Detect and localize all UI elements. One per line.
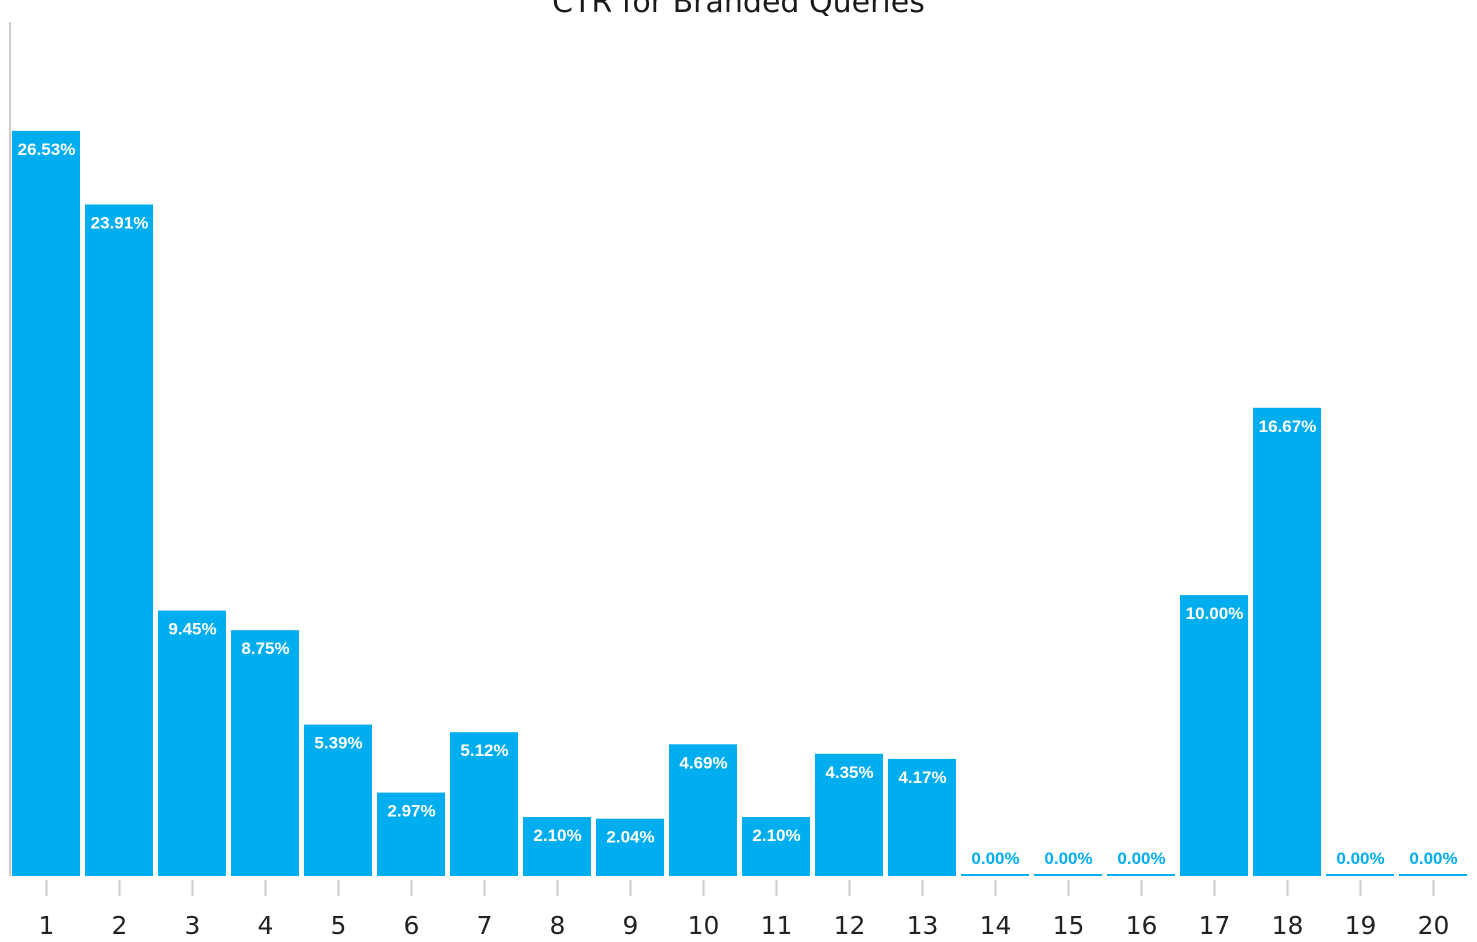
data-label-4: 8.75% bbox=[241, 639, 289, 658]
bar-9 bbox=[596, 818, 664, 876]
labels-layer: 26.53% 1 23.91% 2 9.45% 3 8.75% 4 5.39% 5 2.97% 6 5.… bbox=[18, 140, 1458, 940]
data-label-2: 23.91% bbox=[91, 214, 149, 233]
data-label-14: 0.00% bbox=[971, 849, 1019, 868]
bar-6 bbox=[377, 792, 445, 876]
x-tick-label-12: 12 bbox=[834, 911, 866, 940]
data-label-12: 4.35% bbox=[825, 763, 873, 782]
x-tick-label-11: 11 bbox=[761, 911, 793, 940]
data-label-20: 0.00% bbox=[1409, 849, 1457, 868]
bar-10 bbox=[669, 744, 737, 876]
bar-7 bbox=[450, 732, 518, 876]
data-label-8: 2.10% bbox=[533, 826, 581, 845]
x-tick-label-7: 7 bbox=[477, 911, 493, 940]
x-tick-label-17: 17 bbox=[1199, 911, 1231, 940]
data-label-16: 0.00% bbox=[1117, 849, 1165, 868]
axis-layer bbox=[9, 22, 1435, 896]
x-tick-label-19: 19 bbox=[1345, 911, 1377, 940]
bar-1 bbox=[12, 130, 80, 876]
bar-5 bbox=[304, 724, 372, 876]
bar-11 bbox=[742, 817, 810, 876]
data-label-1: 26.53% bbox=[18, 140, 76, 159]
data-label-18: 16.67% bbox=[1259, 417, 1317, 436]
x-tick-label-1: 1 bbox=[39, 911, 55, 940]
data-label-6: 2.97% bbox=[387, 802, 435, 821]
bar-15 bbox=[1034, 874, 1102, 876]
bar-2 bbox=[85, 204, 153, 876]
bar-16 bbox=[1107, 874, 1175, 876]
x-tick-label-14: 14 bbox=[980, 911, 1012, 940]
chart-title: CTR for Branded Queries bbox=[552, 0, 925, 20]
bar-8 bbox=[523, 817, 591, 876]
x-tick-label-13: 13 bbox=[907, 911, 939, 940]
data-label-7: 5.12% bbox=[460, 741, 508, 760]
data-label-9: 2.04% bbox=[606, 828, 654, 847]
bar-20 bbox=[1399, 874, 1467, 876]
x-tick-label-5: 5 bbox=[331, 911, 347, 940]
x-tick-label-3: 3 bbox=[185, 911, 201, 940]
x-tick-label-9: 9 bbox=[623, 911, 639, 940]
x-tick-label-6: 6 bbox=[404, 911, 420, 940]
data-label-11: 2.10% bbox=[752, 826, 800, 845]
data-label-13: 4.17% bbox=[898, 768, 946, 787]
bar-14 bbox=[961, 874, 1029, 876]
data-label-10: 4.69% bbox=[679, 753, 727, 772]
x-tick-label-2: 2 bbox=[112, 911, 128, 940]
data-label-15: 0.00% bbox=[1044, 849, 1092, 868]
bars-layer bbox=[12, 130, 1467, 876]
bar-17 bbox=[1180, 595, 1248, 876]
data-label-5: 5.39% bbox=[314, 734, 362, 753]
x-tick-label-10: 10 bbox=[688, 911, 720, 940]
x-tick-label-16: 16 bbox=[1126, 911, 1158, 940]
bar-13 bbox=[888, 758, 956, 876]
bar-12 bbox=[815, 753, 883, 876]
x-tick-label-15: 15 bbox=[1053, 911, 1085, 940]
x-tick-label-4: 4 bbox=[258, 911, 274, 940]
bar-19 bbox=[1326, 874, 1394, 876]
bar-4 bbox=[231, 630, 299, 876]
x-tick-label-8: 8 bbox=[550, 911, 566, 940]
data-label-17: 10.00% bbox=[1186, 604, 1244, 623]
x-tick-label-20: 20 bbox=[1418, 911, 1450, 940]
data-label-3: 9.45% bbox=[168, 620, 216, 639]
x-tick-label-18: 18 bbox=[1272, 911, 1304, 940]
bar-3 bbox=[158, 610, 226, 876]
bar-18 bbox=[1253, 407, 1321, 876]
data-label-19: 0.00% bbox=[1336, 849, 1384, 868]
